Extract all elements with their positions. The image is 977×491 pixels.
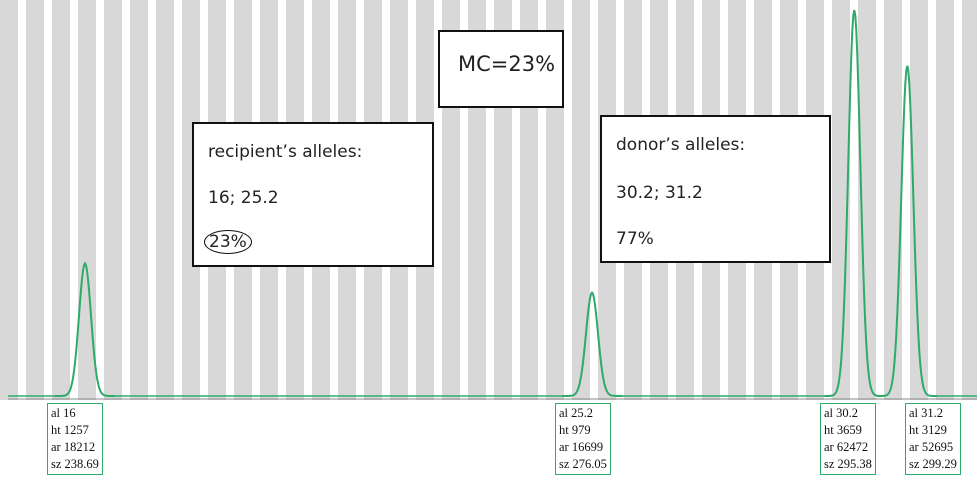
peak-field: sz 238.69 <box>51 456 99 473</box>
peak-field: al 25.2 <box>559 405 607 422</box>
field-value: 3129 <box>921 423 947 437</box>
field-value: 3659 <box>836 423 862 437</box>
field-name: ht <box>51 423 61 437</box>
field-name: al <box>824 406 834 420</box>
recipient-title: recipient’s alleles: <box>208 142 363 162</box>
peak-field: ht 3129 <box>909 422 957 439</box>
peak-label: al 16 ht 1257 ar 18212 sz 238.69 <box>47 403 103 475</box>
field-name: ar <box>824 440 834 454</box>
field-value: 25.2 <box>571 406 594 420</box>
peak-label: al 25.2 ht 979 ar 16699 sz 276.05 <box>555 403 611 475</box>
field-value: 276.05 <box>572 457 607 471</box>
field-name: ar <box>559 440 569 454</box>
peak-field: ht 1257 <box>51 422 99 439</box>
field-value: 31.2 <box>921 406 944 420</box>
recipient-percent: 23% <box>204 230 252 254</box>
field-value: 1257 <box>63 423 89 437</box>
field-name: ar <box>909 440 919 454</box>
field-value: 62472 <box>836 440 869 454</box>
field-name: al <box>51 406 61 420</box>
field-value: 16 <box>63 406 76 420</box>
peak-field: ht 979 <box>559 422 607 439</box>
donor-alleles: 30.2; 31.2 <box>616 183 703 203</box>
field-name: ht <box>909 423 919 437</box>
peak <box>824 9 885 397</box>
peak-field: ht 3659 <box>824 422 872 439</box>
peak <box>55 261 115 397</box>
peak-field: ar 52695 <box>909 439 957 456</box>
field-value: 16699 <box>571 440 604 454</box>
field-value: 30.2 <box>836 406 859 420</box>
recipient-alleles: 16; 25.2 <box>208 188 279 208</box>
peak <box>877 65 938 397</box>
donor-title: donor’s alleles: <box>616 135 746 155</box>
peak <box>562 290 622 397</box>
donor-box: donor’s alleles: 30.2; 31.2 77% <box>600 115 831 263</box>
field-value: 238.69 <box>64 457 99 471</box>
field-name: sz <box>559 457 570 471</box>
donor-percent: 77% <box>616 229 654 249</box>
field-name: sz <box>824 457 835 471</box>
field-name: ht <box>559 423 569 437</box>
peak-field: ar 18212 <box>51 439 99 456</box>
peak-field: al 30.2 <box>824 405 872 422</box>
field-name: al <box>559 406 569 420</box>
peak-field: ar 62472 <box>824 439 872 456</box>
peak-field: sz 299.29 <box>909 456 957 473</box>
field-name: sz <box>51 457 62 471</box>
peak-field: al 31.2 <box>909 405 957 422</box>
peak-label: al 30.2 ht 3659 ar 62472 sz 295.38 <box>820 403 876 475</box>
recipient-box: recipient’s alleles: 16; 25.2 23% <box>192 122 434 267</box>
peak-field: al 16 <box>51 405 99 422</box>
peak-field: sz 295.38 <box>824 456 872 473</box>
field-value: 295.38 <box>837 457 872 471</box>
peak-label: al 31.2 ht 3129 ar 52695 sz 299.29 <box>905 403 961 475</box>
peak-field: sz 276.05 <box>559 456 607 473</box>
field-value: 52695 <box>921 440 954 454</box>
field-value: 18212 <box>63 440 96 454</box>
field-name: al <box>909 406 919 420</box>
field-value: 979 <box>571 423 591 437</box>
mc-text: MC=23% <box>458 52 556 76</box>
field-name: ar <box>51 440 61 454</box>
field-name: ht <box>824 423 834 437</box>
mc-box: MC=23% <box>438 30 564 108</box>
field-value: 299.29 <box>922 457 957 471</box>
field-name: sz <box>909 457 920 471</box>
peak-field: ar 16699 <box>559 439 607 456</box>
